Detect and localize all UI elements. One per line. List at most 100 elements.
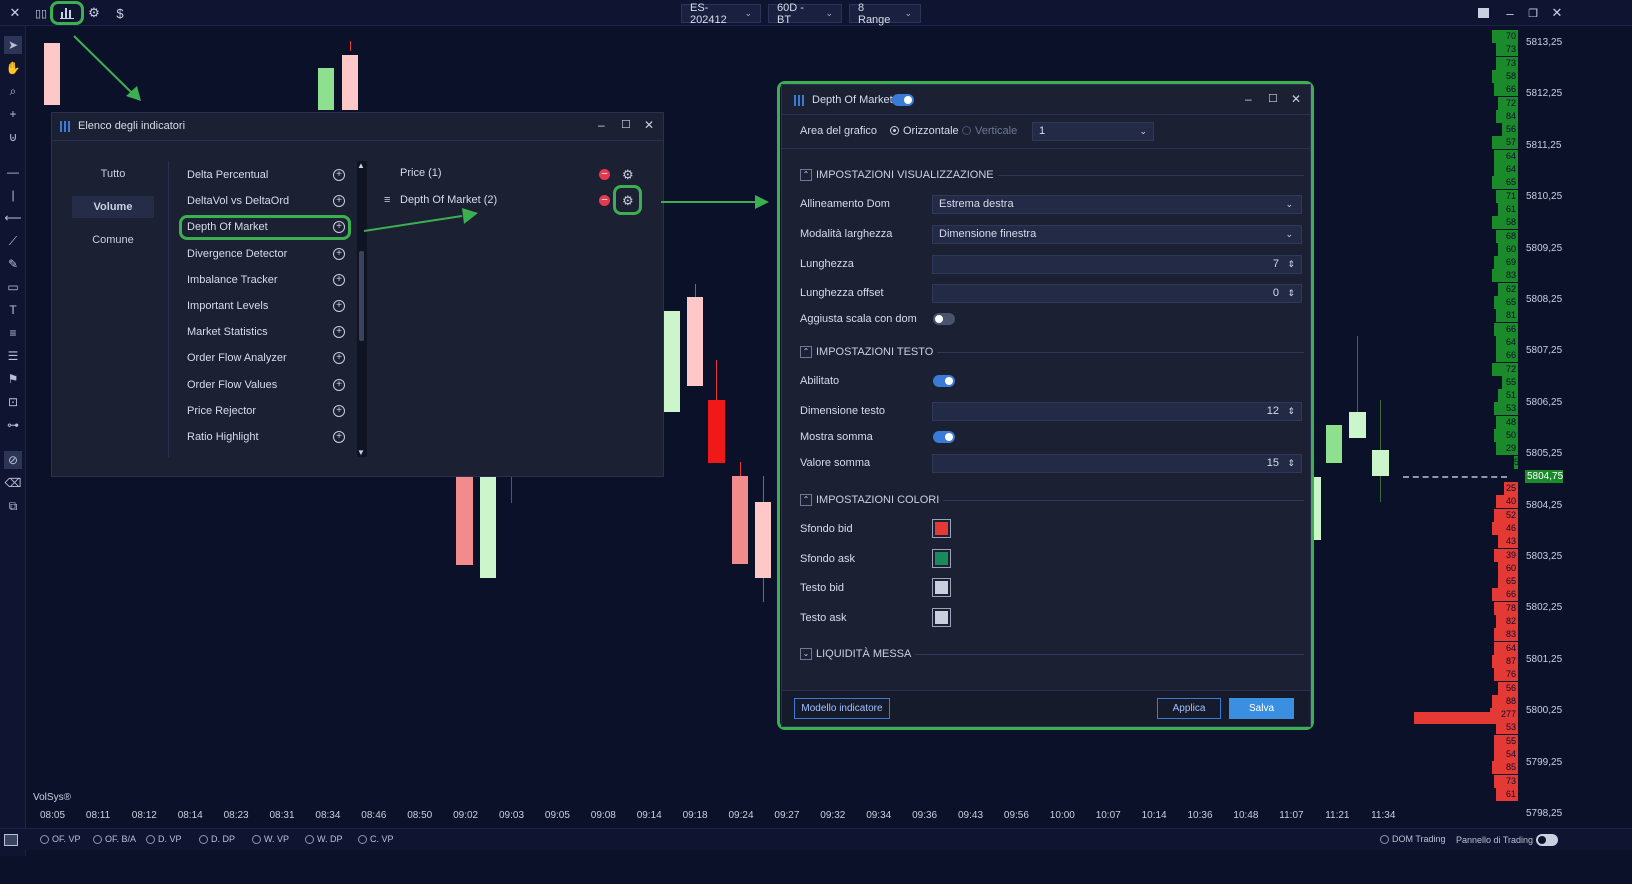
indicator-list-item[interactable]: Market Statistics + [187, 322, 349, 342]
bid-bg-color-picker[interactable] [932, 519, 951, 538]
stepper-icon[interactable]: ⇕ [1287, 458, 1295, 468]
adjust-scale-toggle[interactable] [933, 313, 955, 325]
template-button[interactable]: Modello indicatore [794, 698, 890, 719]
radio-vertical[interactable] [962, 126, 971, 135]
indicator-list-item[interactable]: DeltaVol vs DeltaOrd + [187, 191, 349, 211]
add-icon[interactable]: + [333, 352, 345, 365]
active-indicator-price[interactable]: Price (1) [400, 167, 442, 179]
indicator-list-item[interactable]: Depth Of Market + [187, 217, 349, 237]
maximize-icon[interactable]: ☐ [1268, 93, 1278, 105]
add-icon[interactable]: + [333, 431, 345, 443]
width-mode-select[interactable]: Dimensione finestra ⌄ [932, 225, 1302, 244]
chart-mode-option[interactable]: C. VP [358, 834, 394, 844]
measure-icon[interactable]: ⊶ [7, 418, 19, 432]
hand-icon[interactable]: ✋ [5, 61, 21, 75]
scrollbar[interactable]: ▲ ▼ [357, 161, 367, 457]
add-icon[interactable]: + [333, 169, 345, 181]
eraser-icon[interactable]: ⌫ [4, 476, 22, 490]
symbol-select[interactable]: ES-202412 ⌄ [681, 2, 761, 26]
brush-icon[interactable]: ✎ [7, 257, 19, 271]
add-icon[interactable]: + [333, 247, 345, 260]
chart-mode-option[interactable]: OF. VP [40, 834, 81, 844]
panel-icon[interactable] [4, 834, 18, 846]
section-colors[interactable]: ⌃ IMPOSTAZIONI COLORI [800, 493, 1304, 507]
section-display[interactable]: ⌃ IMPOSTAZIONI VISUALIZZAZIONE [800, 168, 1304, 182]
indicator-list-item[interactable]: Divergence Detector + [187, 244, 349, 264]
apply-button[interactable]: Applica [1157, 698, 1221, 719]
layout-icon[interactable] [1476, 3, 1490, 23]
time-axis[interactable]: 08:05 08:11 08:12 08:14 08:23 08:31 08:34 08:46… [27, 806, 1517, 826]
chart-mode-option[interactable]: D. DP [199, 834, 235, 844]
bid-text-color-picker[interactable] [932, 578, 951, 597]
chart-mode-option[interactable]: W. DP [305, 834, 343, 844]
minimize-icon[interactable]: – [1506, 5, 1514, 21]
zoom-icon[interactable]: ⌕ [9, 83, 17, 98]
horizontal-line-icon[interactable]: — [7, 165, 19, 179]
category-comune[interactable]: Comune [92, 234, 134, 246]
timeframe-select[interactable]: 60D - BT ⌄ [768, 2, 842, 26]
indicator-list-item[interactable]: Imbalance Tracker + [187, 270, 349, 290]
window-close-icon[interactable]: ✕ [1551, 5, 1563, 20]
chart-mode-option[interactable]: D. VP [146, 834, 182, 844]
layers-icon[interactable]: ⧉ [8, 498, 18, 513]
sum-value-input[interactable]: 15 ⇕ [932, 454, 1302, 473]
indicator-list-item[interactable]: Important Levels + [187, 296, 349, 316]
active-indicator-dom[interactable]: Depth Of Market (2) [400, 194, 498, 206]
scroll-down-icon[interactable]: ▼ [357, 448, 365, 457]
text-icon[interactable]: T [9, 303, 17, 317]
section-text[interactable]: ⌃ IMPOSTAZIONI TESTO [800, 345, 1304, 359]
price-tag-icon[interactable]: ⊡ [7, 395, 19, 409]
scroll-up-icon[interactable]: ▲ [357, 161, 365, 170]
lines-icon[interactable]: ☰ [7, 349, 19, 363]
ray-icon[interactable]: ⟵ [4, 211, 22, 225]
range-select[interactable]: 8 Range ⌄ [849, 2, 921, 26]
close-icon[interactable]: ✕ [644, 118, 655, 132]
text-enabled-toggle[interactable] [933, 375, 955, 387]
category-volume[interactable]: Volume [72, 196, 154, 218]
add-icon[interactable]: + [333, 273, 345, 286]
indicator-list-item[interactable]: Order Flow Values + [187, 375, 349, 395]
indicator-list-item[interactable]: Delta Percentual + [187, 165, 349, 185]
gear-icon[interactable]: ⚙ [622, 193, 634, 208]
add-icon[interactable]: + [333, 221, 345, 234]
remove-icon[interactable]: – [599, 169, 610, 180]
minimize-icon[interactable]: – [598, 118, 605, 132]
indicator-enabled-toggle[interactable] [892, 94, 914, 106]
price-axis[interactable]: 5813,25 5812,25 5811,25 5810,25 5809,25 5808,… [1518, 27, 1632, 819]
rectangle-icon[interactable]: ▭ [7, 280, 19, 294]
chart-mode-option[interactable]: W. VP [252, 834, 289, 844]
text-size-input[interactable]: 12 ⇕ [932, 402, 1302, 421]
save-button[interactable]: Salva [1229, 698, 1294, 719]
close-icon[interactable]: ✕ [1291, 92, 1302, 106]
stepper-icon[interactable]: ⇕ [1287, 288, 1295, 298]
lock-icon[interactable]: ⊘ [4, 451, 22, 469]
maximize-icon[interactable]: ☐ [621, 119, 631, 131]
section-liquidity[interactable]: ⌄ LIQUIDITÀ MESSA [800, 647, 1304, 661]
flag-icon[interactable]: ⚑ [7, 372, 19, 386]
magnet-icon[interactable]: ⊍ [8, 130, 18, 144]
remove-icon[interactable]: – [599, 195, 610, 206]
show-sum-toggle[interactable] [933, 431, 955, 443]
add-icon[interactable]: + [333, 404, 345, 417]
dollar-icon[interactable]: $ [116, 5, 124, 21]
length-input[interactable]: 7 ⇕ [932, 255, 1302, 274]
add-icon[interactable]: + [333, 195, 345, 208]
gear-icon[interactable]: ⚙ [622, 167, 634, 182]
crosshair-icon[interactable]: + [9, 107, 17, 121]
settings-icon[interactable]: ⚙ [88, 5, 100, 20]
trading-panel-toggle[interactable]: Pannello di Trading [1456, 834, 1559, 846]
indicator-list-item[interactable]: Ratio Highlight + [187, 427, 349, 447]
drag-handle-icon[interactable]: ≡ [384, 194, 391, 206]
list-icon[interactable]: ≡ [9, 326, 17, 340]
stepper-icon[interactable]: ⇕ [1287, 259, 1295, 269]
chart-area-select[interactable]: 1 ⌄ [1032, 122, 1154, 141]
vertical-line-icon[interactable]: | [11, 188, 15, 202]
align-select[interactable]: Estrema destra ⌄ [932, 195, 1302, 214]
ask-text-color-picker[interactable] [932, 608, 951, 627]
chart-mode-option[interactable]: OF. B/A [93, 834, 136, 844]
ask-bg-color-picker[interactable] [932, 549, 951, 568]
offset-input[interactable]: 0 ⇕ [932, 284, 1302, 303]
indicator-list-item[interactable]: Price Rejector + [187, 401, 349, 421]
category-tutto[interactable]: Tutto [100, 168, 126, 180]
radio-horizontal[interactable] [890, 126, 899, 135]
